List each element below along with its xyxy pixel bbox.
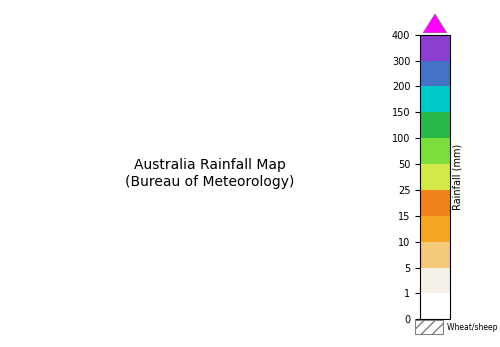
Text: Australia Rainfall Map
(Bureau of Meteorology): Australia Rainfall Map (Bureau of Meteor… xyxy=(126,158,294,189)
Bar xyxy=(415,321,443,334)
Polygon shape xyxy=(423,14,447,33)
Y-axis label: Rainfall (mm): Rainfall (mm) xyxy=(453,144,463,210)
Text: Wheat/sheep zone: Wheat/sheep zone xyxy=(447,323,500,332)
